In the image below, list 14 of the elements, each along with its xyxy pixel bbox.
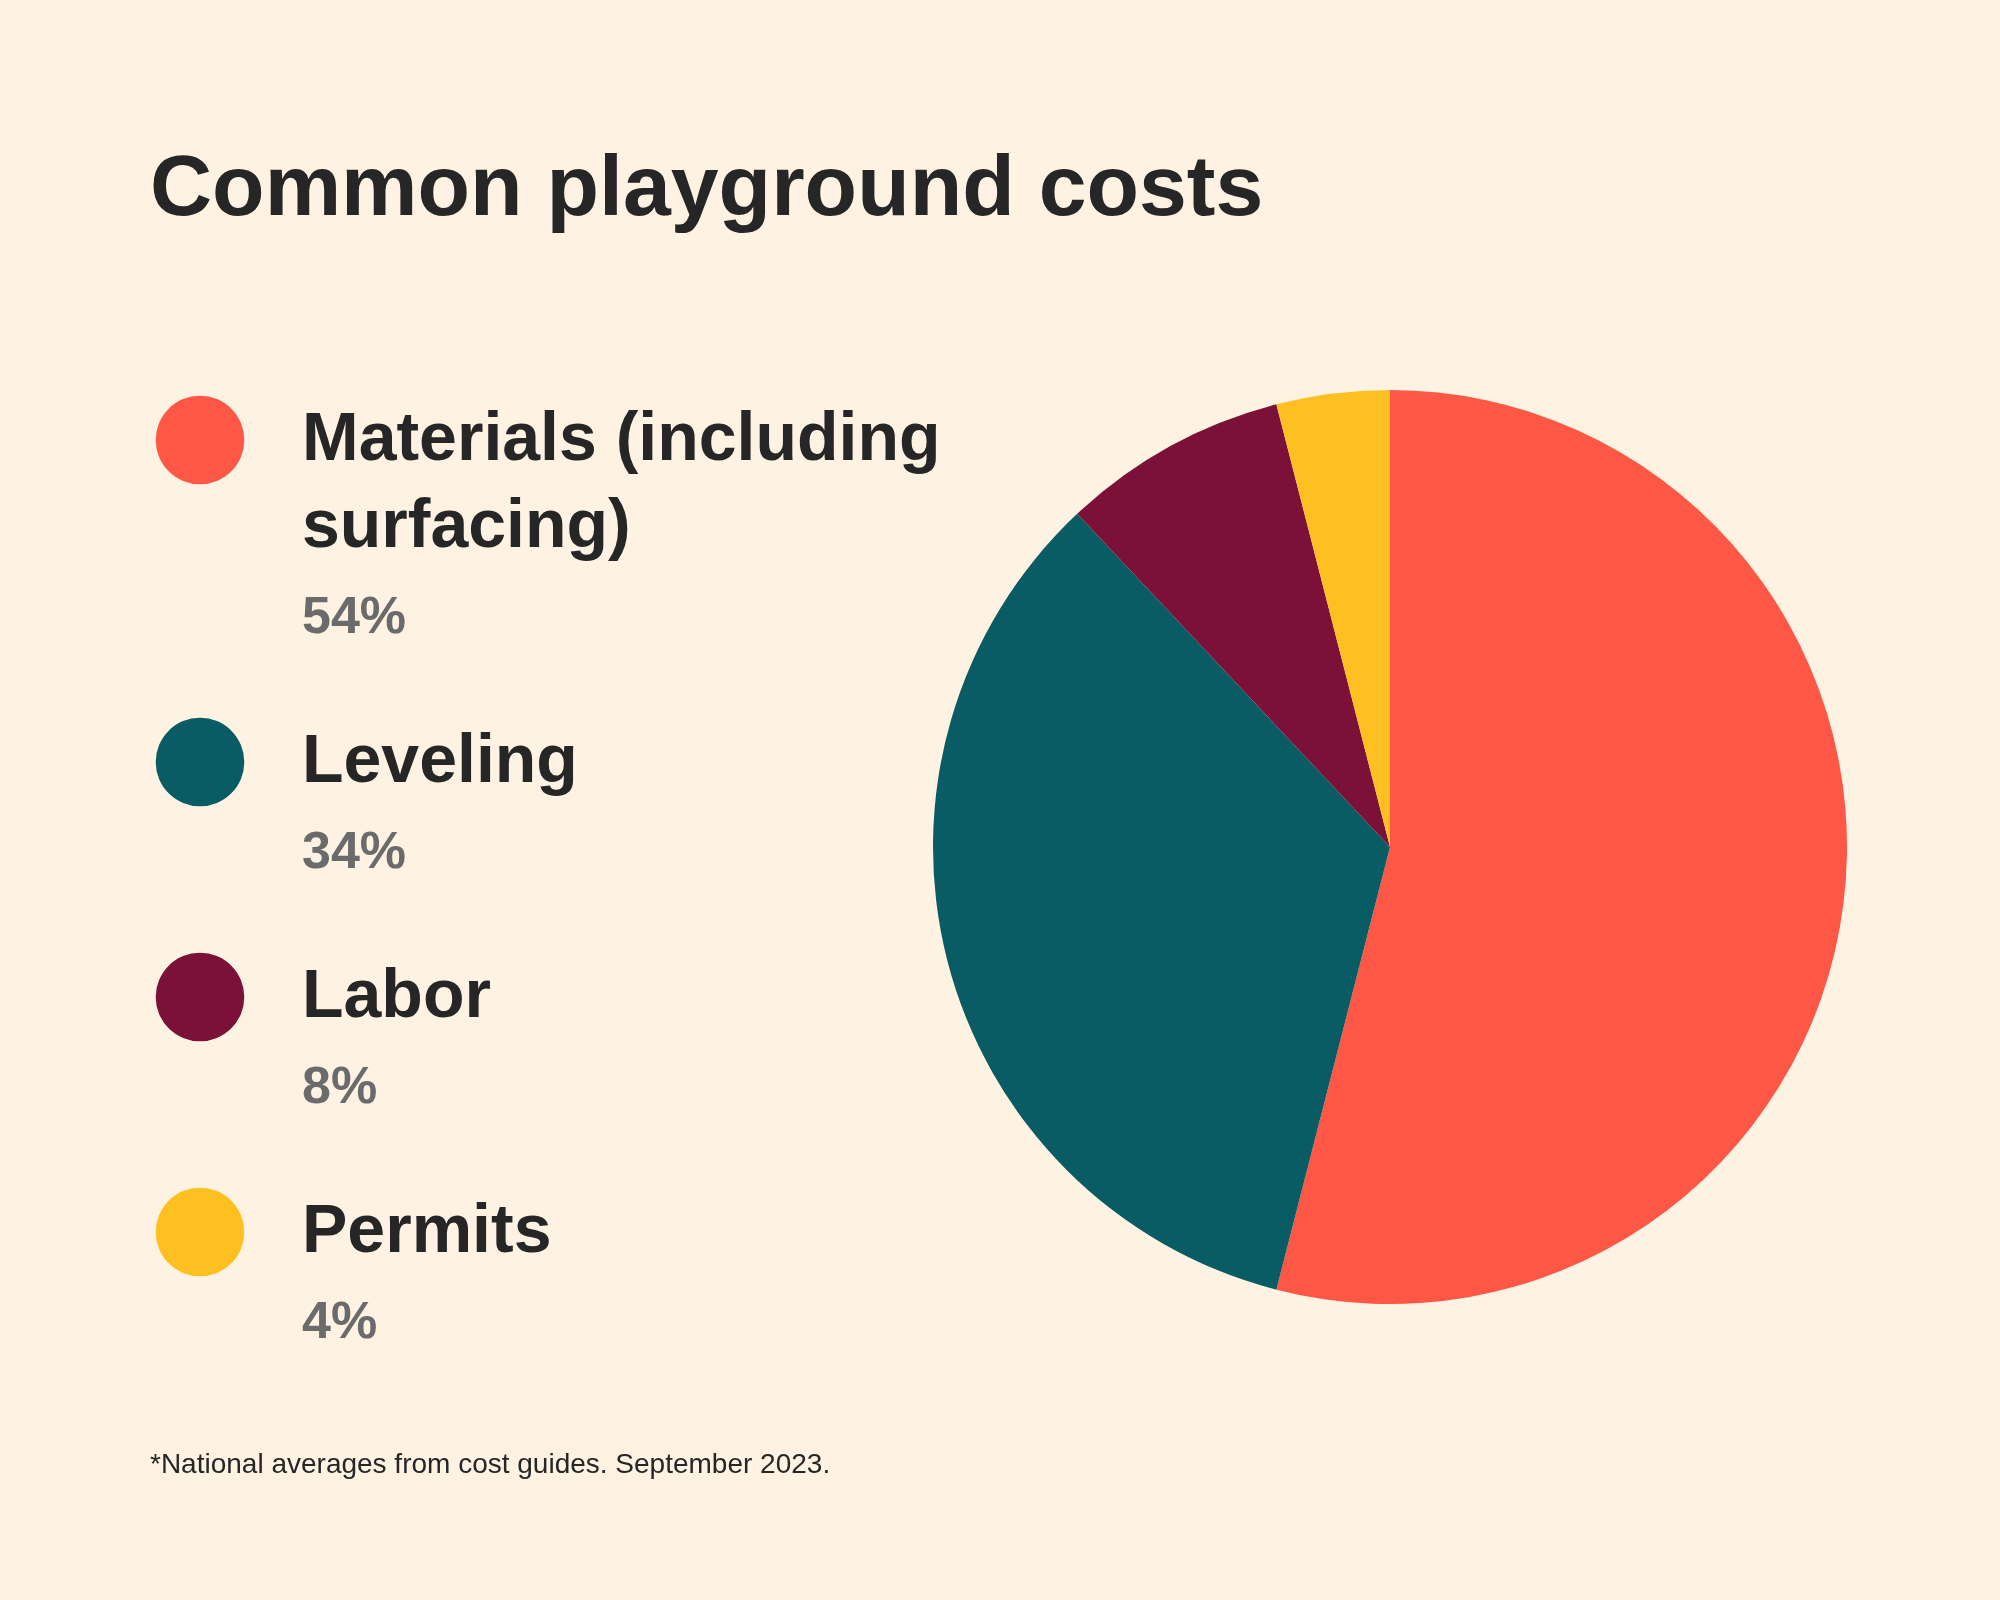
data-label: 54%: [302, 586, 407, 644]
text: *National averages from cost guides. September 2023.: [150, 1448, 831, 1479]
legend-label: Materials (including surfacing): [302, 398, 941, 561]
legend-label: Labor: [302, 955, 491, 1031]
pie-slice: [1276, 390, 1390, 847]
pie-slice: [1077, 404, 1390, 847]
data-label: 34%: [302, 821, 407, 879]
data-label: 8%: [302, 1056, 378, 1114]
legend-label: Leveling: [302, 720, 578, 796]
data-label: 4%: [302, 1291, 378, 1349]
legend-label: Permits: [302, 1190, 552, 1266]
chart-title: Common playground costs: [150, 137, 1264, 233]
pie-slice: [1276, 390, 1847, 1304]
pie-slice: [933, 513, 1390, 1290]
